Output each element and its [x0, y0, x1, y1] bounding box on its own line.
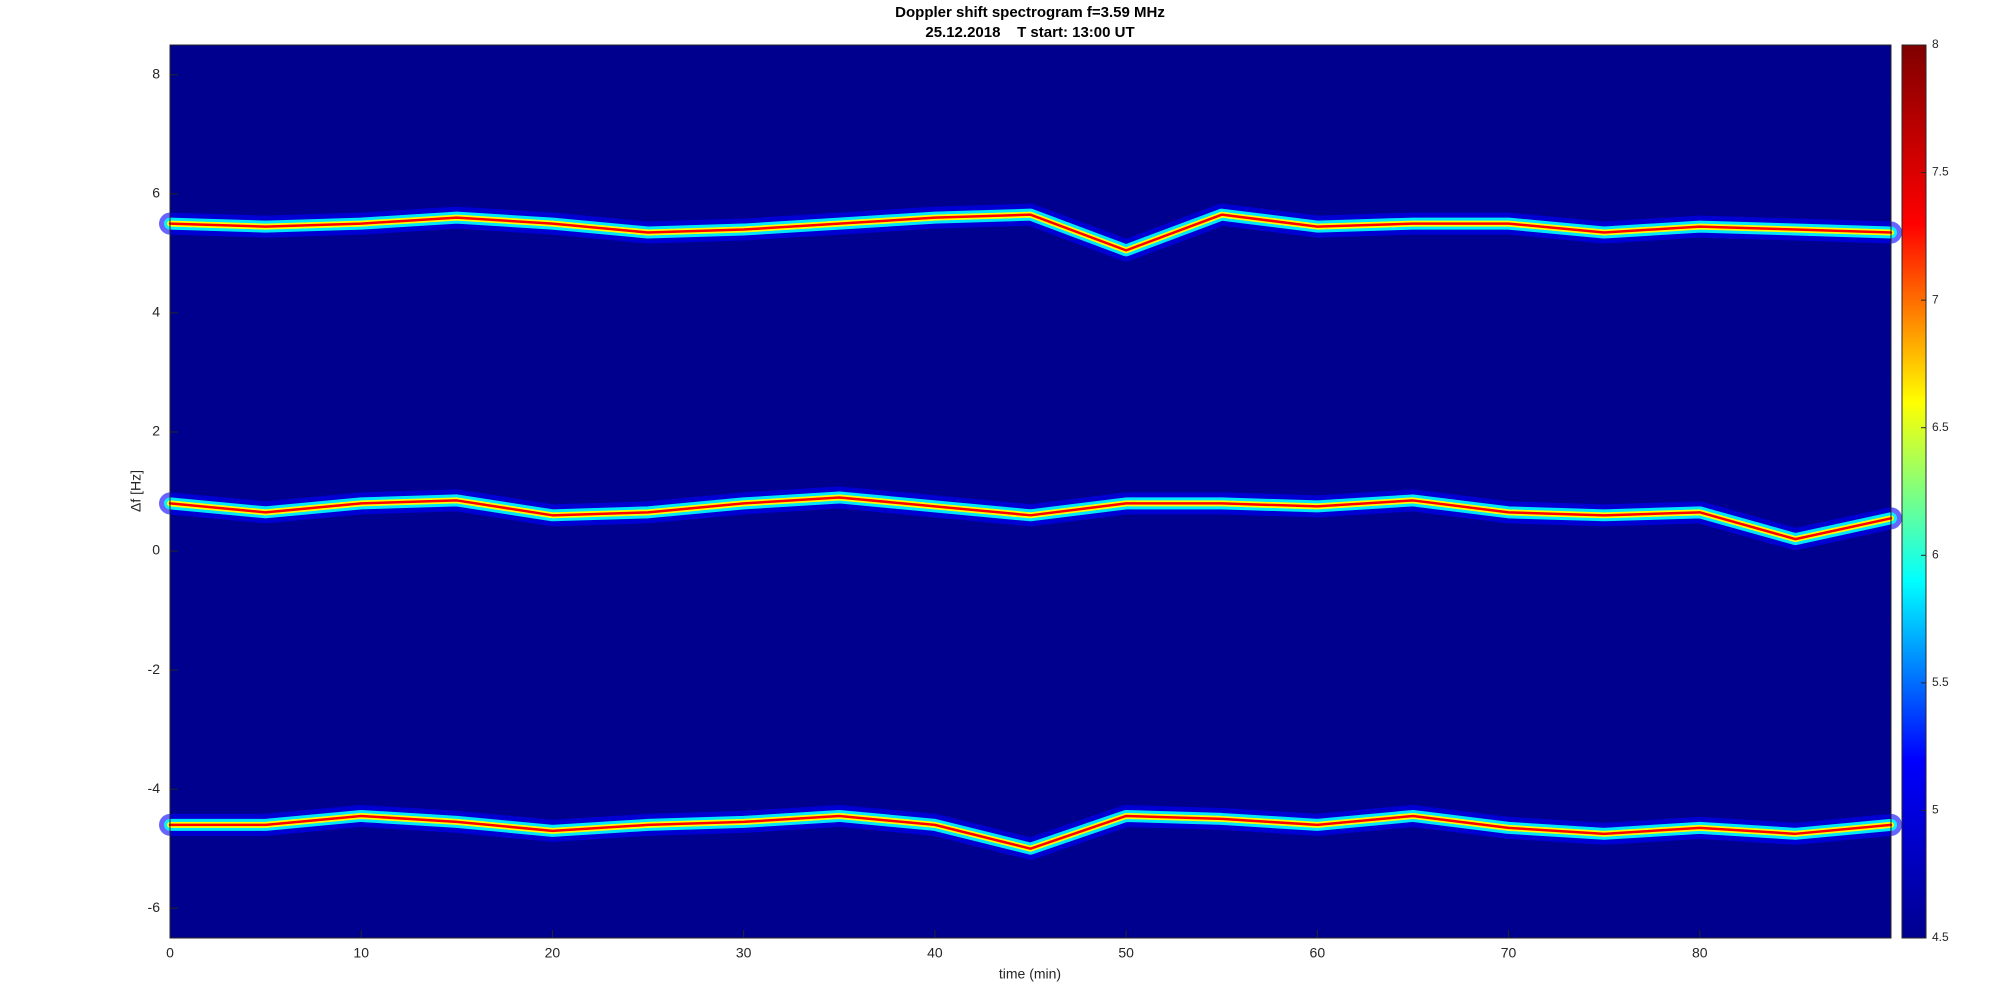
doppler-trace [168, 814, 1893, 850]
chart-subtitle: 25.12.2018 T start: 13:00 UT [925, 24, 1134, 41]
y-tick-label: 4 [152, 304, 160, 320]
y-tick-label: 0 [152, 542, 160, 558]
x-tick-label: 30 [736, 945, 752, 961]
x-tick-label: 50 [1118, 945, 1134, 961]
chart-title: Doppler shift spectrogram f=3.59 MHz [895, 4, 1165, 21]
colorbar-tick-label: 8 [1932, 37, 1939, 51]
x-tick-label: 40 [927, 945, 943, 961]
colorbar-tick-label: 6.5 [1932, 420, 1949, 434]
y-tick-label: -6 [148, 899, 161, 915]
y-tick-label: -2 [148, 661, 161, 677]
doppler-trace [168, 213, 1893, 252]
colorbar-tick-label: 7.5 [1932, 165, 1949, 179]
plot-frame [169, 44, 1892, 939]
x-tick-label: 0 [166, 945, 174, 961]
colorbar-tick-label: 6 [1932, 547, 1939, 561]
y-axis-label: Δf [Hz] [128, 470, 144, 512]
colorbar-tick-label: 7 [1932, 292, 1939, 306]
x-tick-label: 20 [545, 945, 561, 961]
x-tick-label: 60 [1310, 945, 1326, 961]
x-tick-label: 70 [1501, 945, 1517, 961]
y-tick-label: -4 [148, 780, 161, 796]
colorbar [1901, 44, 1927, 939]
colorbar-tick-label: 5.5 [1932, 675, 1949, 689]
colorbar-tick-label: 5 [1932, 803, 1939, 817]
x-tick-label: 80 [1692, 945, 1708, 961]
doppler-trace [168, 496, 1893, 541]
x-axis-label: time (min) [999, 966, 1061, 982]
y-tick-label: 2 [152, 423, 160, 439]
y-tick-label: 6 [152, 185, 160, 201]
colorbar-tick-label: 4.5 [1932, 930, 1949, 944]
x-tick-label: 10 [353, 945, 369, 961]
y-tick-label: 8 [152, 65, 160, 81]
